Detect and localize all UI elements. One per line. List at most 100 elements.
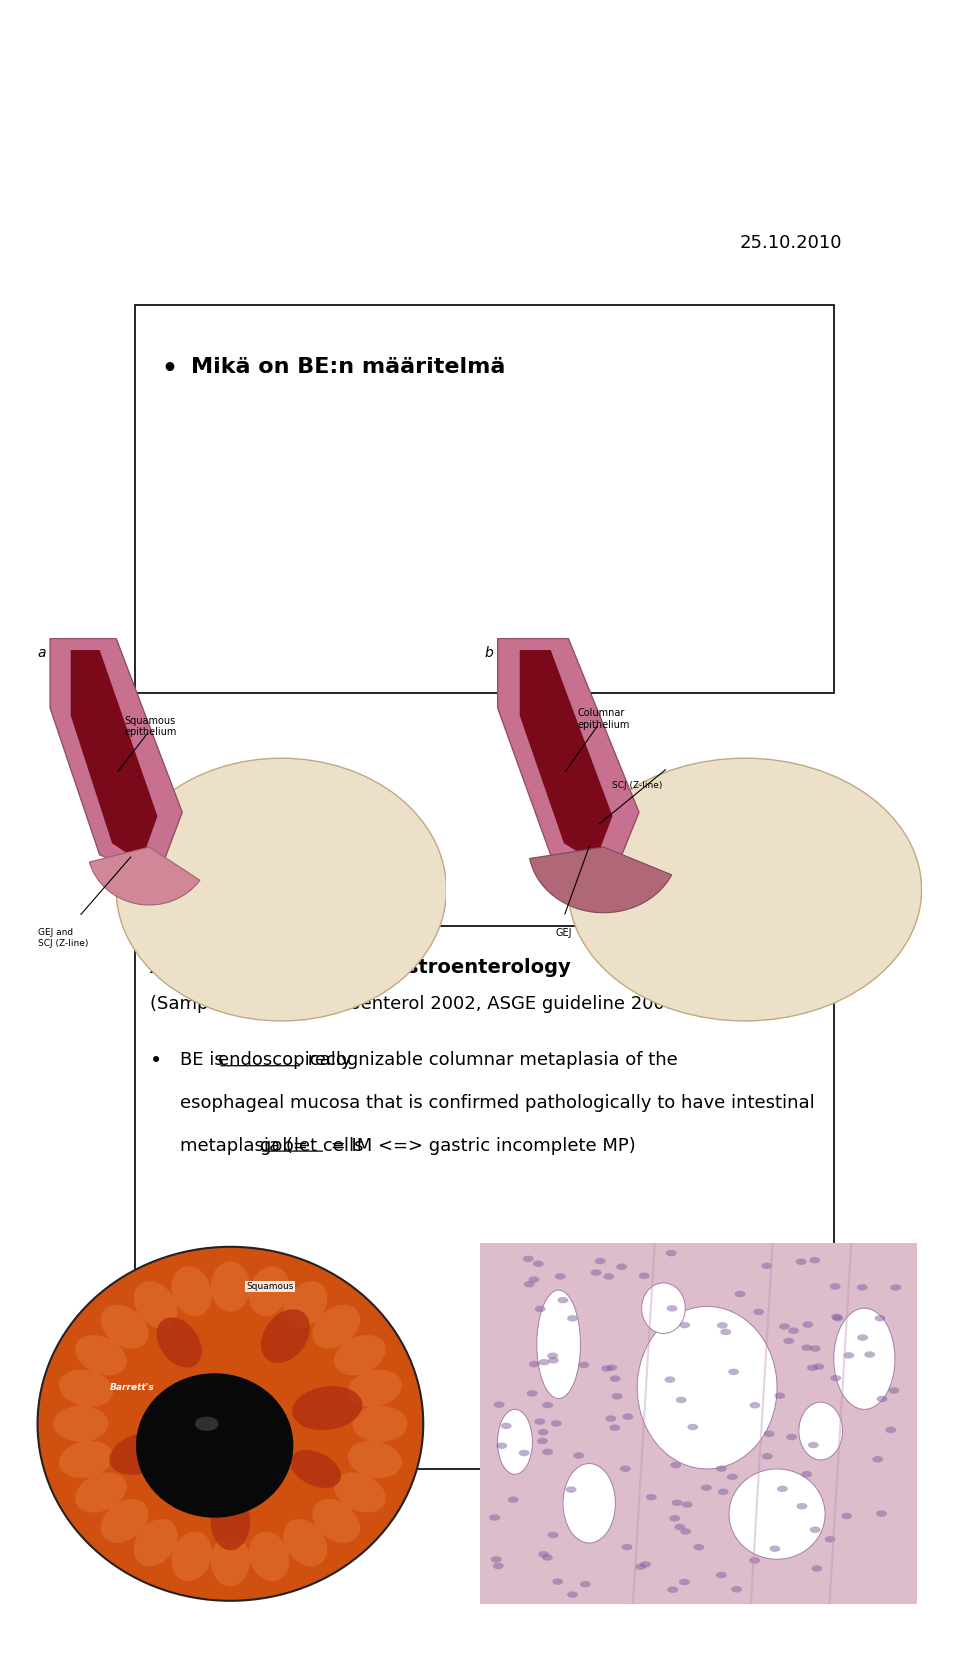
Text: recognizable columnar metaplasia of the: recognizable columnar metaplasia of the xyxy=(302,1052,678,1070)
Ellipse shape xyxy=(679,1579,690,1586)
Ellipse shape xyxy=(334,1336,386,1376)
Ellipse shape xyxy=(669,1515,680,1522)
Ellipse shape xyxy=(612,1393,622,1399)
Ellipse shape xyxy=(542,1401,553,1408)
Ellipse shape xyxy=(539,1359,549,1366)
Ellipse shape xyxy=(101,1499,149,1542)
Ellipse shape xyxy=(687,1423,698,1430)
Ellipse shape xyxy=(674,1524,685,1530)
Ellipse shape xyxy=(172,1532,212,1581)
Ellipse shape xyxy=(590,1270,602,1275)
Ellipse shape xyxy=(750,1403,760,1408)
Ellipse shape xyxy=(779,1324,790,1329)
Polygon shape xyxy=(519,650,612,862)
Text: BE is: BE is xyxy=(180,1052,229,1070)
Ellipse shape xyxy=(857,1284,868,1290)
Ellipse shape xyxy=(610,1425,620,1431)
Ellipse shape xyxy=(761,1263,772,1268)
Ellipse shape xyxy=(621,1544,633,1551)
Text: SCJ (Z-line): SCJ (Z-line) xyxy=(612,781,662,790)
Ellipse shape xyxy=(732,1586,742,1593)
Ellipse shape xyxy=(59,1441,113,1478)
Text: 25.10.2010: 25.10.2010 xyxy=(739,234,842,252)
Ellipse shape xyxy=(734,1290,746,1297)
Ellipse shape xyxy=(681,1529,691,1536)
Ellipse shape xyxy=(555,1273,565,1280)
Ellipse shape xyxy=(607,1364,617,1371)
Ellipse shape xyxy=(716,1572,727,1578)
Text: endoscopically: endoscopically xyxy=(218,1052,351,1070)
Ellipse shape xyxy=(133,1519,178,1566)
Text: Barrett's: Barrett's xyxy=(109,1383,155,1393)
Ellipse shape xyxy=(116,758,446,1021)
Ellipse shape xyxy=(802,1472,812,1477)
Ellipse shape xyxy=(529,1361,540,1368)
Text: b: b xyxy=(485,647,493,660)
Ellipse shape xyxy=(352,1406,407,1441)
Ellipse shape xyxy=(796,1258,806,1265)
Ellipse shape xyxy=(829,1284,841,1290)
Ellipse shape xyxy=(312,1499,360,1542)
Text: esophageal mucosa that is confirmed pathologically to have intestinal: esophageal mucosa that is confirmed path… xyxy=(180,1094,814,1112)
Ellipse shape xyxy=(802,1344,812,1351)
Ellipse shape xyxy=(75,1472,127,1512)
Ellipse shape xyxy=(551,1420,562,1426)
Ellipse shape xyxy=(676,1396,686,1403)
Ellipse shape xyxy=(749,1557,760,1564)
Ellipse shape xyxy=(518,1450,530,1457)
Ellipse shape xyxy=(622,1413,634,1420)
Text: 8: 8 xyxy=(830,1458,842,1475)
Ellipse shape xyxy=(75,1336,127,1376)
FancyBboxPatch shape xyxy=(134,926,834,1470)
Ellipse shape xyxy=(541,1554,553,1561)
Ellipse shape xyxy=(843,1352,854,1359)
Ellipse shape xyxy=(875,1315,885,1322)
Polygon shape xyxy=(50,638,182,879)
Ellipse shape xyxy=(290,1450,341,1488)
Ellipse shape xyxy=(334,1472,386,1512)
Ellipse shape xyxy=(616,1263,627,1270)
Ellipse shape xyxy=(799,1403,843,1460)
Ellipse shape xyxy=(489,1514,500,1520)
Text: Squamous
epithelium: Squamous epithelium xyxy=(125,716,177,738)
Ellipse shape xyxy=(527,1389,538,1396)
Text: a: a xyxy=(37,647,46,660)
Ellipse shape xyxy=(775,1393,785,1399)
Ellipse shape xyxy=(727,1473,738,1480)
Polygon shape xyxy=(497,638,639,879)
Ellipse shape xyxy=(156,1317,202,1368)
Ellipse shape xyxy=(508,1497,518,1504)
Ellipse shape xyxy=(249,1267,289,1315)
Ellipse shape xyxy=(195,1416,219,1431)
Ellipse shape xyxy=(809,1527,821,1532)
Ellipse shape xyxy=(493,1401,505,1408)
Ellipse shape xyxy=(533,1260,543,1267)
Ellipse shape xyxy=(810,1346,821,1352)
Ellipse shape xyxy=(682,1502,693,1509)
Polygon shape xyxy=(71,650,157,862)
Ellipse shape xyxy=(210,1536,250,1586)
Ellipse shape xyxy=(501,1423,512,1430)
Ellipse shape xyxy=(841,1512,852,1519)
Ellipse shape xyxy=(834,1309,895,1410)
Ellipse shape xyxy=(718,1488,729,1495)
Ellipse shape xyxy=(635,1564,646,1571)
Ellipse shape xyxy=(783,1337,794,1344)
Ellipse shape xyxy=(809,1257,820,1263)
Ellipse shape xyxy=(547,1352,558,1359)
Ellipse shape xyxy=(637,1307,777,1468)
Ellipse shape xyxy=(492,1562,504,1569)
Ellipse shape xyxy=(528,1277,540,1284)
Wedge shape xyxy=(89,847,200,906)
Ellipse shape xyxy=(573,1452,585,1458)
Ellipse shape xyxy=(537,1438,548,1445)
Wedge shape xyxy=(530,847,672,912)
Ellipse shape xyxy=(568,758,922,1021)
Circle shape xyxy=(37,1247,423,1601)
Ellipse shape xyxy=(348,1441,402,1478)
Ellipse shape xyxy=(491,1556,502,1562)
Ellipse shape xyxy=(803,1322,813,1327)
Ellipse shape xyxy=(261,1309,310,1362)
Ellipse shape xyxy=(210,1492,250,1551)
Ellipse shape xyxy=(680,1322,690,1329)
